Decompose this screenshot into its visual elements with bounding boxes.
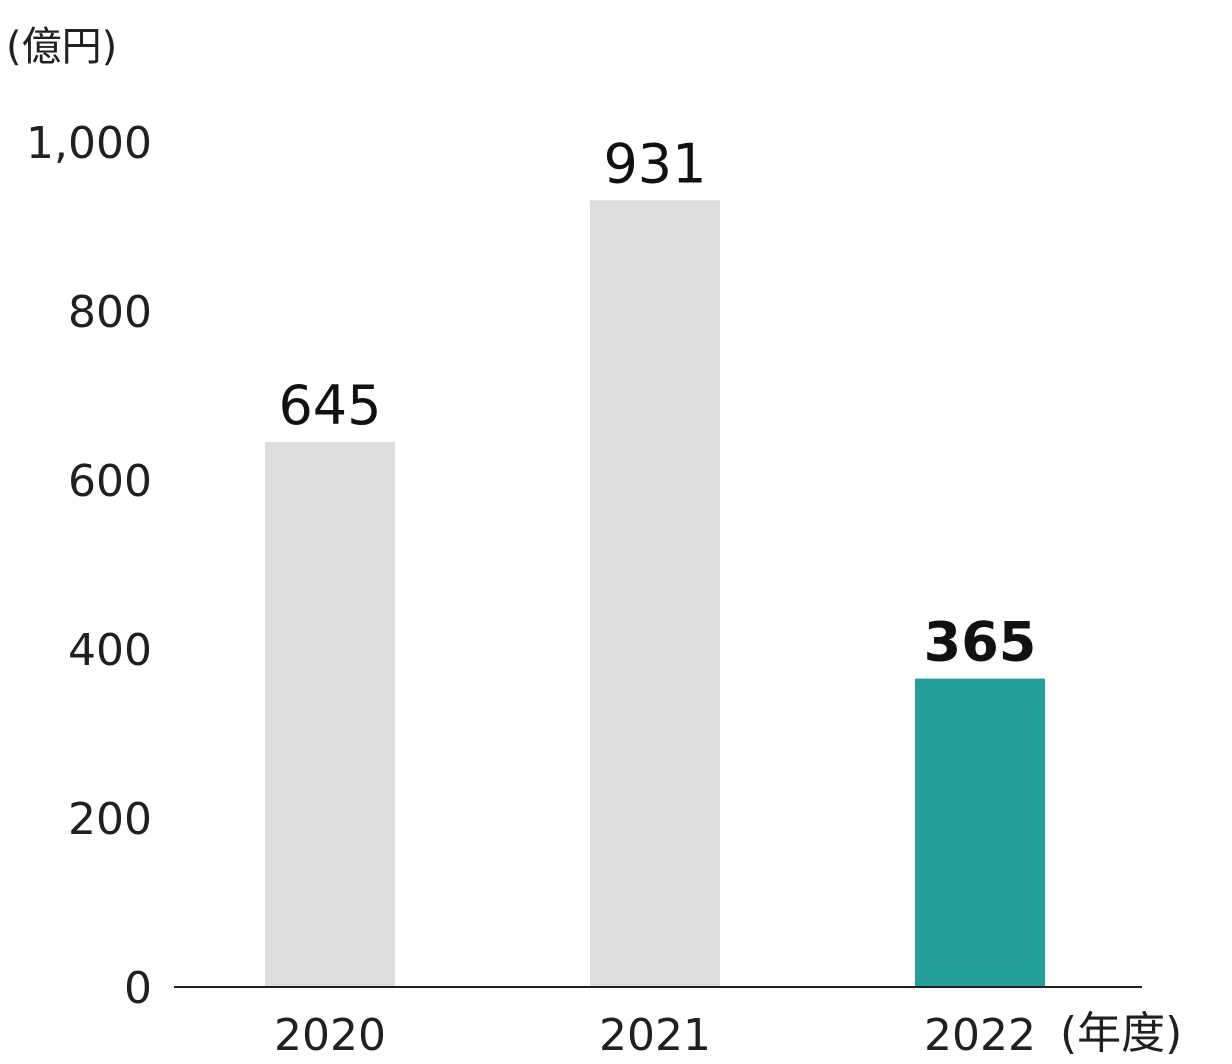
y-tick-label: 0 [124, 963, 152, 1014]
bar-2020 [265, 441, 395, 988]
y-axis-unit: (億円) [6, 24, 117, 70]
y-axis-ticks: 0 200 400 600 800 1,000 [26, 118, 152, 1014]
y-tick-label: 600 [68, 456, 152, 507]
x-tick-label: 2022 [924, 1010, 1036, 1061]
data-label-2020: 645 [278, 374, 381, 437]
x-axis-ticks: 2020 2021 2022 [274, 1010, 1036, 1061]
data-labels: 645 931 365 [278, 132, 1036, 673]
x-tick-label: 2021 [599, 1010, 711, 1061]
x-axis-unit: (年度) [1060, 1008, 1182, 1059]
bars [265, 200, 1045, 988]
data-label-2021: 931 [603, 132, 706, 195]
data-label-2022: 365 [924, 611, 1037, 674]
y-tick-label: 200 [68, 794, 152, 845]
x-tick-label: 2020 [274, 1010, 386, 1061]
y-tick-label: 1,000 [26, 118, 152, 169]
y-tick-label: 800 [68, 287, 152, 338]
bar-2021 [590, 200, 720, 987]
bar-2022 [915, 678, 1045, 987]
y-tick-label: 400 [68, 625, 152, 676]
